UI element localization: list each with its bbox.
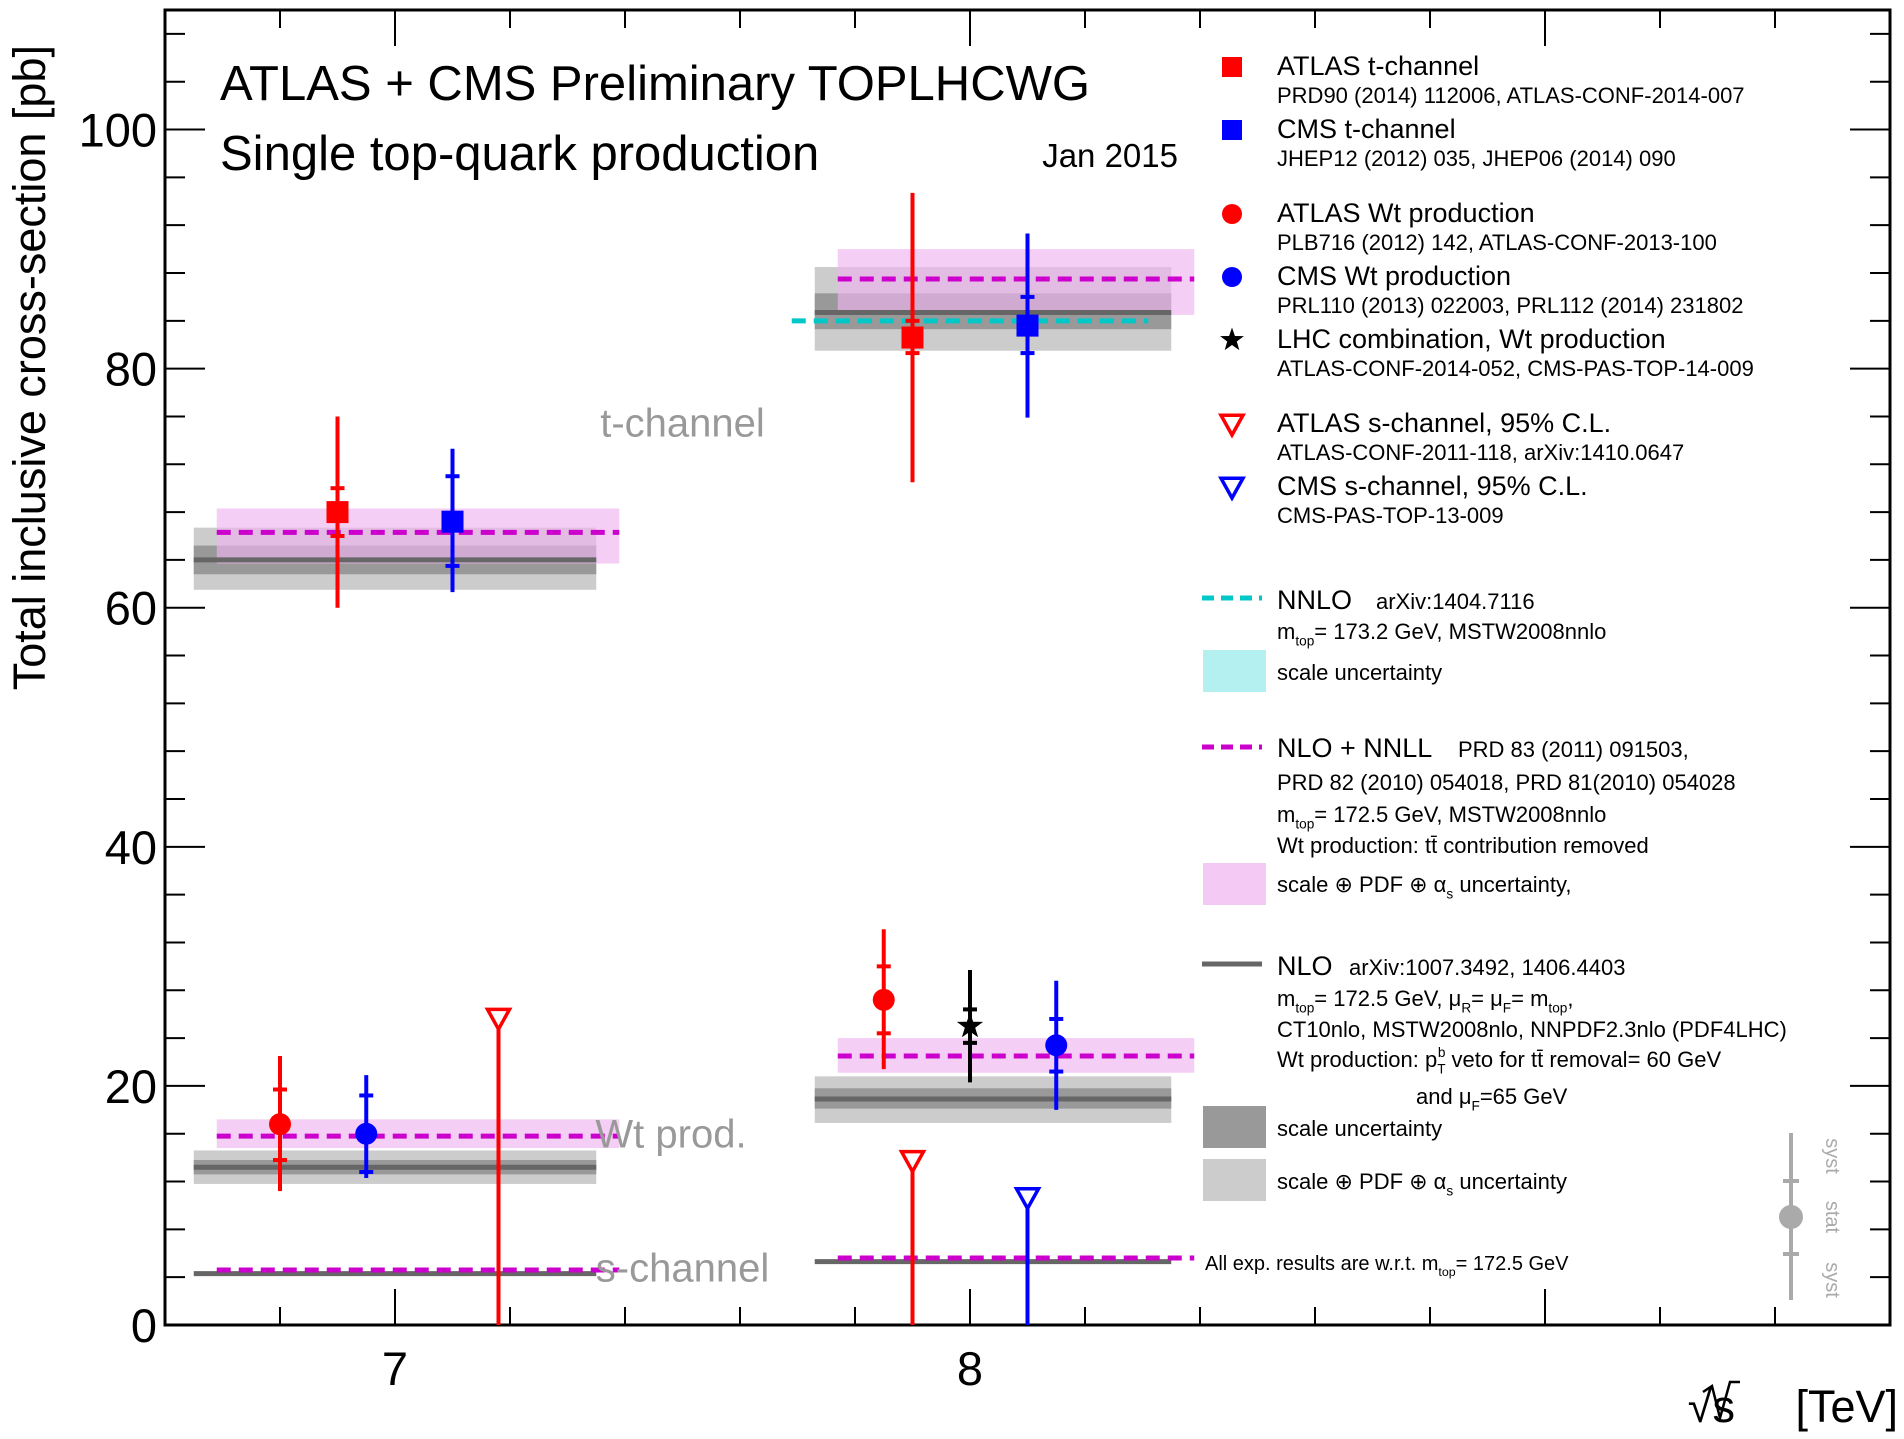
legend-label: CMS t-channel: [1277, 114, 1456, 144]
data-point: [1045, 1034, 1068, 1057]
legend-marker: [1220, 327, 1244, 351]
legend-nnlo-ref: arXiv:1404.7116: [1376, 589, 1535, 614]
data-point: [956, 1012, 984, 1038]
legend-marker: [1222, 267, 1242, 287]
legend-ref: ATLAS-CONF-2011-118, arXiv:1410.0647: [1277, 440, 1684, 465]
legend-nnll-band-label: scale ⊕ PDF ⊕ αs uncertainty,: [1277, 872, 1571, 902]
legend-marker: [1218, 413, 1246, 439]
key-marker: [1779, 1205, 1803, 1229]
x-tick-label: 7: [382, 1342, 408, 1395]
legend-marker: [1222, 204, 1242, 224]
region-label: Wt prod.: [595, 1113, 746, 1157]
legend-marker: [1222, 120, 1242, 140]
legend-nlo-scale-band: [1203, 1106, 1266, 1148]
key-label: syst: [1821, 1262, 1843, 1298]
legend-nlo-label: NLO: [1277, 951, 1333, 981]
legend-ref: ATLAS-CONF-2014-052, CMS-PAS-TOP-14-009: [1277, 356, 1754, 381]
legend-label: LHC combination, Wt production: [1277, 324, 1666, 354]
data-point: [901, 326, 924, 349]
legend-nnll-mass: mtop= 172.5 GeV, MSTW2008nnlo: [1277, 802, 1606, 832]
key-label: stat: [1821, 1201, 1843, 1234]
legend-nnlo-band-label: scale uncertainty: [1277, 660, 1442, 685]
limit-marker: [1013, 1186, 1042, 1213]
legend-nlo-wt-note: Wt production: pTb veto for tt̄ removal=…: [1277, 1045, 1721, 1077]
legend-nlo-wt-note2: and μF=65 GeV: [1416, 1084, 1568, 1114]
y-tick-label: 100: [79, 104, 157, 157]
legend-nnll-band: [1203, 863, 1266, 905]
sqrt-sign: [1702, 1380, 1740, 1423]
chart-labels: ATLAS + CMS Preliminary TOPLHCWG Single …: [4, 45, 1898, 1432]
chart-title: ATLAS + CMS Preliminary TOPLHCWG: [220, 57, 1090, 111]
measurements: [269, 192, 1068, 1325]
chart-date: Jan 2015: [1042, 137, 1178, 174]
limit-marker: [898, 1149, 927, 1176]
y-tick-label: 20: [105, 1060, 157, 1113]
y-tick-label: 60: [105, 582, 157, 635]
legend-nnll-wt-note: Wt production: tt̄ contribution removed: [1277, 833, 1649, 858]
legend-nlo-mass: mtop= 172.5 GeV, μR= μF= mtop,: [1277, 986, 1574, 1016]
legend-nnlo-band: [1203, 650, 1266, 692]
region-label: s-channel: [596, 1247, 769, 1291]
axes: 0 20 40 60 80 100 7 8: [79, 8, 1892, 1423]
legend-ref: PLB716 (2012) 142, ATLAS-CONF-2013-100: [1277, 230, 1717, 255]
legend-marker: [1222, 57, 1242, 77]
nnll-band: [216, 508, 620, 564]
x-tick-label: 8: [957, 1342, 983, 1395]
theory-bands: [193, 249, 1195, 1277]
chart-subtitle: Single top-quark production: [220, 127, 819, 181]
data-point: [1016, 314, 1039, 337]
y-tick-label: 40: [105, 821, 157, 874]
legend-ref: CMS-PAS-TOP-13-009: [1277, 503, 1504, 528]
legend-label: ATLAS Wt production: [1277, 198, 1535, 228]
legend-nlo-pdf: CT10nlo, MSTW2008nlo, NNPDF2.3nlo (PDF4L…: [1277, 1017, 1787, 1042]
x-axis-label-unit: [TeV]: [1795, 1381, 1898, 1432]
legend-nlo-ref: arXiv:1007.3492, 1406.4403: [1349, 955, 1625, 980]
data-point: [326, 501, 349, 524]
data-point: [872, 988, 895, 1011]
limit-marker: [484, 1007, 513, 1033]
legend-nnll-ref2: PRD 82 (2010) 054018, PRD 81(2010) 05402…: [1277, 770, 1736, 795]
legend-nlo-total-band: [1203, 1159, 1266, 1201]
legend-nnll-label: NLO + NNLL: [1277, 733, 1432, 763]
legend-nnll-ref1: PRD 83 (2011) 091503,: [1458, 737, 1689, 762]
legend-label: CMS s-channel, 95% C.L.: [1277, 471, 1588, 501]
data-point: [355, 1122, 378, 1145]
legend-ref: PRL110 (2013) 022003, PRL112 (2014) 2318…: [1277, 293, 1743, 318]
legend-ref: JHEP12 (2012) 035, JHEP06 (2014) 090: [1277, 146, 1676, 171]
data-point: [269, 1113, 291, 1136]
nnll-band: [837, 249, 1195, 315]
x-axis-label-sqrt: √s: [1688, 1381, 1735, 1432]
key-label: syst: [1821, 1138, 1843, 1174]
data-point: [441, 510, 464, 533]
legend-label: ATLAS t-channel: [1277, 51, 1479, 81]
legend-marker: [1218, 476, 1246, 502]
legend-ref: PRD90 (2014) 112006, ATLAS-CONF-2014-007: [1277, 83, 1745, 108]
y-tick-label: 80: [105, 343, 157, 396]
legend-nnlo-mass: mtop= 173.2 GeV, MSTW2008nnlo: [1277, 619, 1606, 649]
legend-nlo-total-label: scale ⊕ PDF ⊕ αs uncertainty: [1277, 1169, 1567, 1199]
legend-label: CMS Wt production: [1277, 261, 1511, 291]
region-label: t-channel: [600, 401, 765, 445]
footnote: All exp. results are w.r.t. mtop= 172.5 …: [1205, 1253, 1569, 1279]
legend-nlo-scale-label: scale uncertainty: [1277, 1116, 1442, 1141]
y-axis-label: Total inclusive cross-section [pb]: [4, 45, 55, 690]
legend-label: ATLAS s-channel, 95% C.L.: [1277, 408, 1611, 438]
y-tick-label: 0: [131, 1299, 157, 1352]
legend-nnlo-label: NNLO: [1277, 585, 1352, 615]
